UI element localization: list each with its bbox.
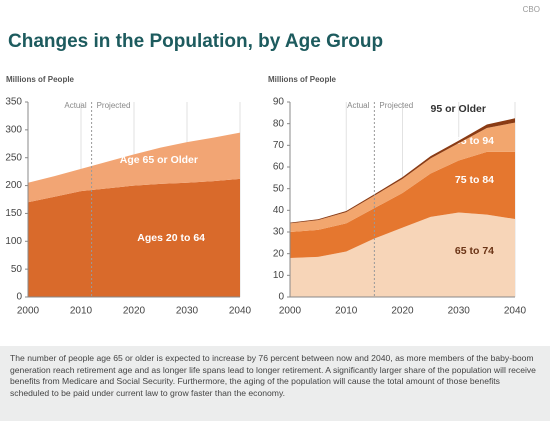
charts: CBO Changes in the Population, by Age Gr… — [5, 5, 540, 317]
actual-label: Actual — [347, 101, 369, 110]
y-tick-label: 10 — [273, 270, 285, 281]
x-tick-label: 2010 — [335, 306, 358, 317]
y-tick-label: 0 — [278, 292, 284, 303]
y-tick-label: 200 — [5, 180, 22, 191]
x-tick-label: 2010 — [70, 306, 93, 317]
x-tick-label: 2040 — [229, 306, 252, 317]
y-tick-label: 60 — [273, 162, 285, 173]
y-tick-label: 0 — [16, 292, 22, 303]
series-label: 65 to 74 — [455, 245, 494, 257]
x-tick-label: 2040 — [504, 306, 527, 317]
area — [28, 132, 240, 203]
note: The number of people age 65 or older is … — [0, 346, 550, 421]
y-tick-label: 20 — [273, 248, 285, 259]
x-tick-label: 2020 — [391, 306, 414, 317]
y-tick-label: 150 — [5, 208, 22, 219]
series-label: Ages 20 to 64 — [137, 232, 205, 244]
y-tick-label: 100 — [5, 236, 22, 247]
y-tick-label: 50 — [11, 264, 23, 275]
y-tick-label: 90 — [273, 97, 285, 108]
series-label: Age 65 or Older — [120, 154, 198, 166]
series-label: 75 to 84 — [455, 174, 494, 186]
series-label: 95 or Older — [431, 103, 486, 115]
y-axis-label: Millions of People — [268, 75, 337, 84]
area — [290, 151, 515, 258]
actual-label: Actual — [64, 101, 86, 110]
area — [290, 212, 515, 297]
y-tick-label: 70 — [273, 140, 285, 151]
x-tick-label: 2000 — [17, 306, 40, 317]
y-tick-label: 40 — [273, 205, 285, 216]
x-tick-label: 2020 — [123, 306, 146, 317]
x-tick-label: 2030 — [448, 306, 471, 317]
y-tick-label: 250 — [5, 152, 22, 163]
y-tick-label: 50 — [273, 183, 285, 194]
x-tick-label: 2030 — [176, 306, 199, 317]
y-tick-label: 30 — [273, 227, 285, 238]
y-tick-label: 300 — [5, 124, 22, 135]
title: Changes in the Population, by Age Group — [8, 31, 383, 52]
projected-label: Projected — [379, 101, 413, 110]
y-axis-label: Millions of People — [6, 75, 75, 84]
y-tick-label: 350 — [5, 97, 22, 108]
source: CBO — [523, 5, 540, 14]
x-tick-label: 2000 — [279, 306, 302, 317]
area — [28, 178, 240, 297]
projected-label: Projected — [97, 101, 131, 110]
area — [290, 122, 515, 232]
y-tick-label: 80 — [273, 118, 285, 129]
